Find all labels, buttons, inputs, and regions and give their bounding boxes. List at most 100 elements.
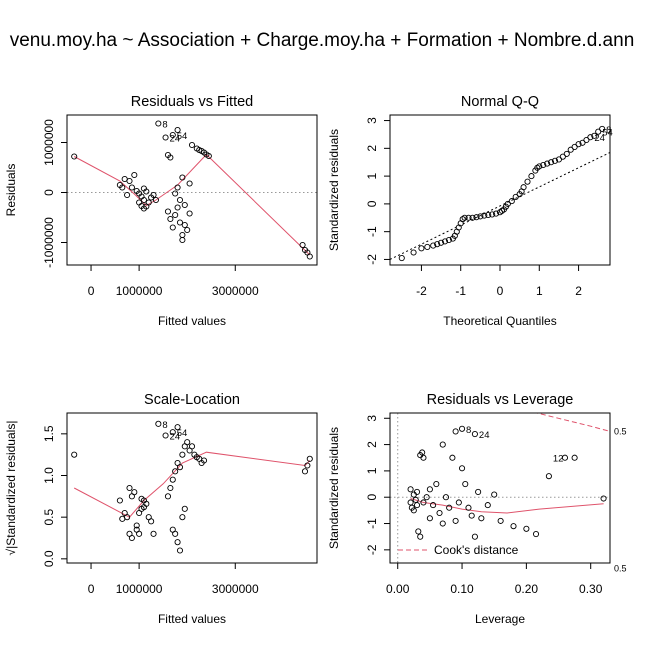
y-tick-label: 0 bbox=[42, 189, 56, 196]
data-point bbox=[150, 530, 157, 537]
plot-frame bbox=[389, 114, 611, 266]
data-point bbox=[169, 224, 176, 231]
data-point bbox=[436, 509, 443, 517]
y-tick-label: 1000000 bbox=[42, 119, 56, 166]
point-label: 8 bbox=[162, 120, 167, 131]
data-point bbox=[528, 173, 535, 180]
data-point bbox=[536, 163, 543, 170]
y-tick-label: 1 bbox=[365, 172, 379, 179]
data-point bbox=[491, 491, 498, 498]
plot-area bbox=[71, 420, 313, 554]
point-label: 8 bbox=[606, 125, 611, 136]
overall-title: venu.moy.ha ~ Association + Charge.moy.h… bbox=[10, 30, 635, 51]
x-axis-label: Fitted values bbox=[158, 612, 226, 626]
data-point bbox=[304, 462, 311, 469]
cooks-contour-label: 0.5 bbox=[614, 426, 627, 436]
panel-4: Residuals vs Leverage Leverage Standardize… bbox=[327, 392, 627, 626]
data-point bbox=[71, 153, 78, 160]
data-point bbox=[484, 502, 491, 509]
panel-title: Normal Q-Q bbox=[461, 94, 539, 110]
data-point bbox=[458, 425, 466, 432]
point-label: 24 bbox=[594, 133, 605, 144]
data-point bbox=[465, 504, 472, 511]
y-tick-label: 1 bbox=[365, 467, 379, 474]
data-point bbox=[174, 204, 181, 211]
panel-title: Residuals vs Leverage bbox=[427, 392, 574, 408]
data-point bbox=[145, 199, 152, 206]
panel-title: Residuals vs Fitted bbox=[131, 94, 254, 110]
cooks-distance-contour bbox=[534, 413, 610, 432]
smooth-line bbox=[73, 451, 311, 518]
data-point bbox=[455, 499, 462, 506]
y-tick-label: 0 bbox=[365, 494, 379, 501]
data-point bbox=[420, 454, 427, 461]
data-point bbox=[478, 515, 485, 522]
data-point bbox=[162, 134, 169, 141]
panel-1: Residuals vs Fitted Fitted values Residual… bbox=[4, 94, 318, 328]
data-point bbox=[205, 152, 212, 160]
x-tick-label: 0 bbox=[497, 284, 504, 298]
data-point bbox=[188, 141, 196, 149]
y-tick-label: -2 bbox=[365, 254, 379, 265]
data-point bbox=[410, 507, 417, 514]
data-point bbox=[510, 523, 517, 530]
data-point bbox=[424, 243, 431, 250]
x-tick-label: -2 bbox=[416, 284, 427, 298]
data-point bbox=[413, 488, 421, 495]
data-point bbox=[452, 517, 459, 524]
x-tick-label: 1000000 bbox=[116, 284, 163, 298]
y-tick-label: 0.0 bbox=[42, 550, 56, 567]
data-point bbox=[181, 201, 188, 209]
data-point bbox=[172, 468, 179, 475]
data-point bbox=[179, 236, 186, 244]
data-point bbox=[545, 473, 552, 480]
x-tick-label: 0 bbox=[88, 284, 95, 298]
data-point bbox=[426, 515, 433, 522]
data-point bbox=[442, 494, 450, 501]
data-point bbox=[561, 454, 569, 461]
y-tick-label: 1.5 bbox=[42, 425, 56, 442]
data-point bbox=[473, 214, 480, 221]
x-tick-label: 0.10 bbox=[450, 582, 474, 596]
data-point bbox=[155, 420, 162, 427]
data-point bbox=[559, 153, 566, 160]
data-point bbox=[575, 141, 582, 148]
data-point bbox=[179, 514, 186, 521]
data-point bbox=[420, 499, 427, 506]
data-point bbox=[595, 128, 602, 135]
data-point bbox=[417, 533, 424, 540]
data-point bbox=[471, 431, 478, 438]
qq-reference-line bbox=[390, 152, 610, 260]
data-point bbox=[489, 211, 496, 218]
data-point bbox=[169, 429, 176, 436]
data-point bbox=[563, 150, 570, 157]
point-label: 8 bbox=[466, 425, 471, 436]
point-label: 24 bbox=[170, 134, 181, 145]
point-label: 54 bbox=[177, 131, 188, 142]
data-point bbox=[167, 154, 174, 161]
data-point bbox=[512, 193, 519, 200]
smooth-line bbox=[73, 153, 311, 256]
data-point bbox=[579, 139, 586, 146]
data-point bbox=[172, 190, 179, 197]
data-point bbox=[481, 212, 488, 219]
data-point bbox=[544, 160, 551, 167]
plot-area bbox=[390, 125, 610, 262]
data-point bbox=[438, 239, 445, 246]
data-point bbox=[551, 157, 559, 164]
data-point bbox=[439, 441, 446, 448]
data-point bbox=[133, 526, 140, 533]
data-point bbox=[524, 178, 531, 185]
data-point bbox=[446, 504, 453, 511]
data-point bbox=[452, 428, 459, 435]
x-axis-label: Fitted values bbox=[158, 314, 226, 328]
data-point bbox=[131, 171, 138, 179]
y-tick-label: 0.5 bbox=[42, 509, 56, 526]
point-label: 24 bbox=[479, 430, 490, 441]
cooks-contour-label: 0.5 bbox=[614, 563, 627, 573]
plot-frame bbox=[66, 114, 318, 266]
data-point bbox=[458, 465, 466, 472]
data-point bbox=[200, 457, 208, 464]
data-point bbox=[430, 242, 437, 249]
